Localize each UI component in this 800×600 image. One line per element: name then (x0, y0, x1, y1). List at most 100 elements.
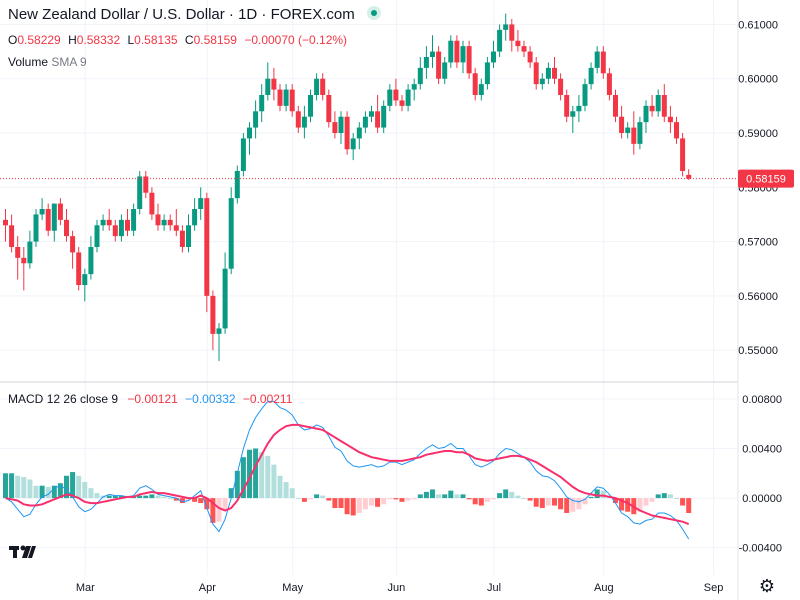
macd-histogram-bar (600, 490, 606, 499)
macd-histogram-bar (265, 455, 271, 499)
current-price-tag: 0.58159 (738, 169, 794, 188)
candle (356, 122, 362, 150)
price-tick-label: 0.57000 (738, 237, 778, 249)
price-axis[interactable]: 0.610000.600000.590000.580000.570000.560… (738, 19, 778, 357)
macd-histogram-bar (271, 464, 277, 499)
macd-histogram-bar (564, 498, 570, 513)
macd-histogram-bar (253, 448, 259, 499)
candle (149, 187, 155, 220)
macd-histogram-bar (509, 491, 515, 499)
candle (430, 35, 435, 68)
macd-histogram-bar (680, 498, 686, 506)
time-tick-label: Jul (487, 582, 501, 594)
open-label: O (8, 33, 18, 47)
candle (527, 46, 533, 68)
candle (539, 73, 545, 90)
macd-histogram-bar (533, 498, 539, 507)
macd-histogram-bar (442, 494, 448, 499)
macd-histogram-bar (649, 498, 655, 502)
candle (497, 24, 503, 57)
macd-histogram-bar (362, 498, 368, 510)
candle (649, 95, 655, 117)
macd-params: 12 26 close 9 (46, 392, 119, 406)
candle (265, 62, 271, 101)
price-tick-label: 0.61000 (738, 19, 778, 31)
candle (100, 214, 106, 231)
macd-histogram-bar (570, 498, 576, 512)
candle (271, 67, 277, 101)
candle (314, 73, 320, 101)
macd-histogram-bar (667, 494, 673, 499)
candle (167, 214, 173, 231)
candle (161, 214, 167, 231)
candle (94, 219, 100, 253)
candle (478, 78, 484, 101)
candle (344, 111, 350, 155)
macd-histogram-bar (619, 498, 625, 511)
macd-histogram-bar (118, 495, 124, 499)
candle (509, 19, 515, 52)
macd-histogram-bar (289, 488, 295, 499)
macd-histogram-bar (259, 452, 265, 499)
ohlc-legend: O0.58229 H0.58332 L0.58135 C0.58159 −0.0… (8, 33, 351, 47)
macd-histogram-bar (430, 489, 435, 499)
volume-name: Volume (8, 55, 49, 69)
macd-legend[interactable]: MACD 12 26 close 9 −0.00121 −0.00332 −0.… (8, 392, 292, 406)
candle (82, 268, 88, 302)
macd-histogram-bar (192, 498, 198, 502)
macd-histogram-bar (82, 481, 88, 499)
macd-histogram-bar (332, 498, 338, 509)
candle (637, 116, 643, 150)
market-status-icon[interactable] (366, 6, 381, 20)
macd-histogram-bar (186, 498, 191, 501)
macd-histogram-bar (375, 498, 381, 507)
macd-histogram-bar (204, 498, 210, 510)
candle (289, 84, 295, 117)
time-axis[interactable]: Mar Apr May Jun Jul Aug Sep (76, 582, 724, 594)
time-tick-label: Sep (704, 582, 724, 594)
macd-histogram-bar (399, 498, 405, 502)
macd-histogram-bar (295, 498, 301, 500)
candle (234, 165, 240, 204)
macd-grid (0, 398, 738, 549)
candle (21, 247, 27, 291)
macd-histogram-value: −0.00121 (127, 392, 178, 406)
candle (436, 46, 442, 85)
macd-histogram-bar (454, 494, 460, 499)
candle (564, 89, 570, 123)
candle (472, 67, 478, 101)
macd-axis[interactable]: 0.00800 0.00400 0.00000 -0.00400 (739, 394, 782, 555)
candle (381, 100, 387, 133)
close-value: 0.58159 (193, 33, 237, 47)
tradingview-logo[interactable] (8, 540, 38, 562)
macd-histogram-bar (436, 494, 442, 499)
candle (295, 105, 301, 133)
candle (606, 67, 612, 101)
macd-histogram-bar (503, 489, 509, 499)
macd-histogram-bar (45, 486, 51, 499)
low-value: 0.58135 (134, 33, 178, 47)
candle (283, 84, 289, 112)
macd-histogram-bar (411, 498, 417, 500)
candle (631, 111, 637, 155)
candle (661, 84, 667, 123)
macd-histogram-bar (137, 495, 143, 499)
candle (686, 169, 692, 180)
volume-legend[interactable]: Volume SMA 9 (8, 55, 87, 69)
symbol-title[interactable]: New Zealand Dollar / U.S. Dollar · 1D · … (8, 6, 381, 23)
candle (332, 111, 338, 139)
macd-tick-label: -0.00400 (739, 543, 782, 555)
macd-histogram-bar (381, 498, 387, 505)
candle (228, 187, 234, 275)
macd-histogram-bar (625, 498, 631, 512)
macd-histogram-bar (448, 490, 454, 499)
signal-line (5, 423, 690, 526)
macd-tick-label: 0.00400 (742, 443, 782, 455)
candle (186, 214, 191, 253)
macd-histogram-bar (338, 498, 344, 509)
candle (613, 89, 618, 123)
macd-histogram-bar (240, 457, 246, 499)
candle (466, 40, 472, 79)
chart-settings-gear-icon[interactable]: ⚙ (758, 576, 776, 596)
